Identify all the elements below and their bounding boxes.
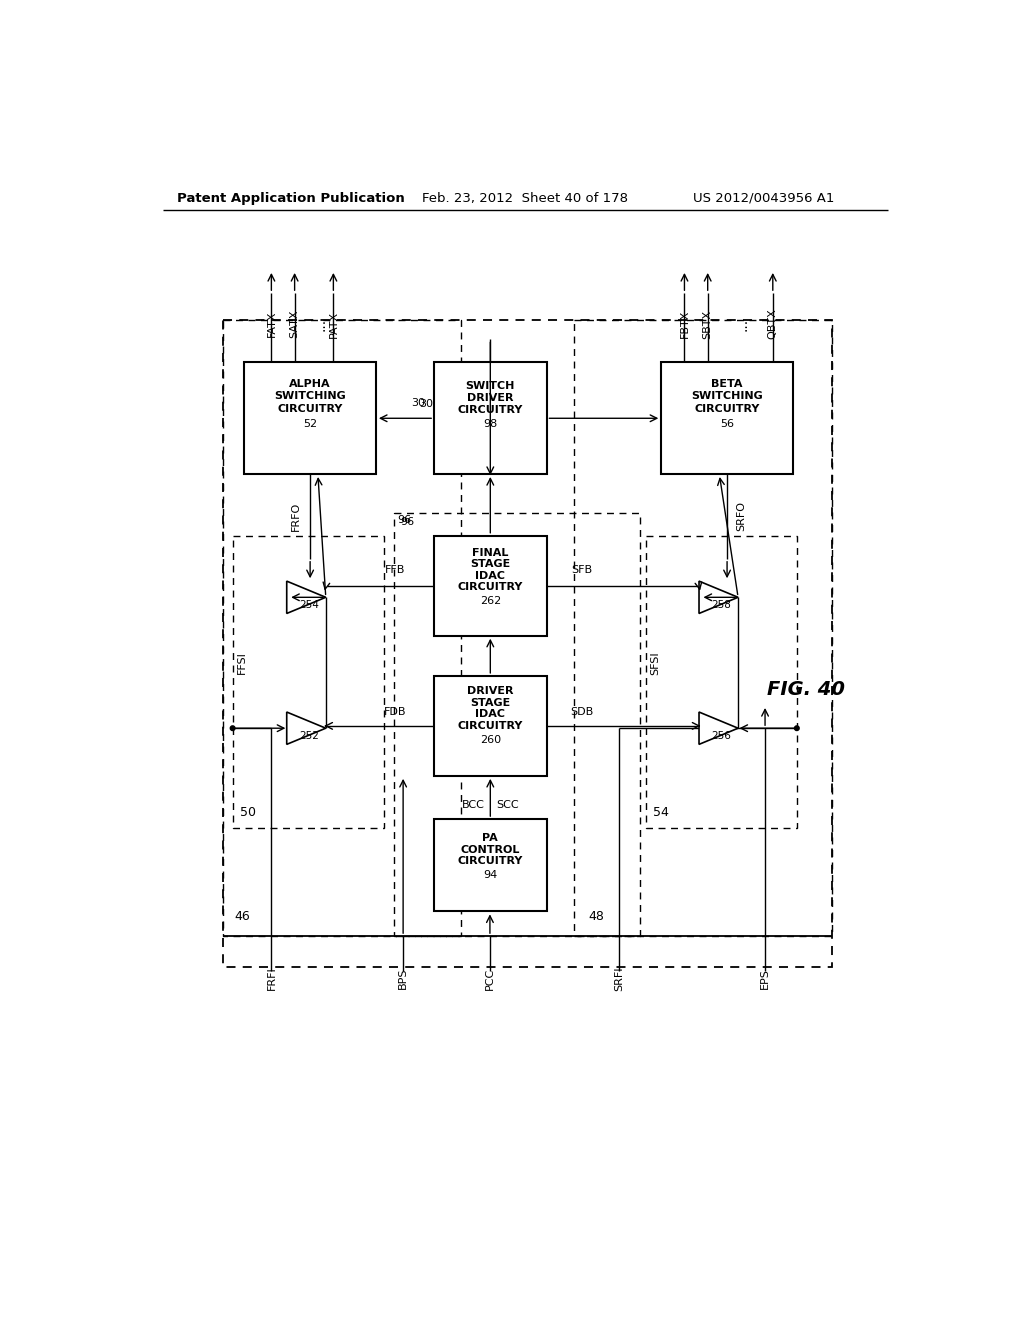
Text: CIRCUITRY: CIRCUITRY: [278, 404, 343, 413]
Text: 54: 54: [653, 807, 670, 820]
Text: EPS: EPS: [760, 968, 770, 989]
Text: PCC: PCC: [485, 968, 495, 990]
Text: CIRCUITRY: CIRCUITRY: [458, 857, 523, 866]
Text: FDB: FDB: [384, 708, 407, 717]
Text: FINAL: FINAL: [472, 548, 509, 557]
Text: FFSI: FFSI: [237, 651, 247, 675]
Text: 50: 50: [241, 807, 256, 820]
Bar: [434, 363, 547, 474]
Text: US 2012/0043956 A1: US 2012/0043956 A1: [693, 191, 835, 205]
Text: 48: 48: [589, 911, 604, 924]
Text: 30: 30: [412, 397, 426, 408]
Text: FFB: FFB: [385, 565, 406, 576]
Text: SATX: SATX: [290, 310, 300, 338]
Text: CONTROL: CONTROL: [461, 845, 520, 855]
Polygon shape: [287, 711, 326, 744]
Text: SWITCH: SWITCH: [466, 380, 515, 391]
Bar: [434, 536, 547, 636]
Text: QBTX: QBTX: [768, 309, 778, 339]
Bar: [394, 512, 640, 936]
Text: BCC: BCC: [462, 800, 484, 810]
Text: 258: 258: [712, 601, 731, 610]
Polygon shape: [287, 581, 326, 614]
Text: 52: 52: [303, 418, 317, 429]
Text: 46: 46: [234, 911, 250, 924]
Text: SWITCHING: SWITCHING: [274, 391, 346, 401]
Text: SFSI: SFSI: [650, 651, 660, 675]
Text: 94: 94: [483, 870, 498, 880]
Text: IDAC: IDAC: [475, 570, 505, 581]
Text: FIG. 40: FIG. 40: [767, 680, 845, 700]
Text: CIRCUITRY: CIRCUITRY: [458, 405, 523, 416]
Text: Feb. 23, 2012  Sheet 40 of 178: Feb. 23, 2012 Sheet 40 of 178: [422, 191, 628, 205]
Text: 260: 260: [480, 735, 501, 744]
Bar: [222, 321, 461, 936]
Bar: [434, 676, 547, 776]
Text: PATX: PATX: [329, 310, 338, 338]
Text: 30: 30: [420, 400, 433, 409]
Text: SDB: SDB: [570, 708, 594, 717]
Text: FATX: FATX: [266, 310, 276, 337]
Text: CIRCUITRY: CIRCUITRY: [458, 721, 523, 731]
Text: BETA: BETA: [712, 379, 742, 389]
Text: FBTX: FBTX: [680, 310, 689, 338]
Bar: [646, 536, 797, 829]
Bar: [222, 321, 831, 968]
Text: STAGE: STAGE: [470, 698, 510, 708]
Bar: [245, 363, 376, 474]
Circle shape: [230, 726, 234, 730]
Text: Patent Application Publication: Patent Application Publication: [177, 191, 404, 205]
Text: 252: 252: [299, 731, 319, 741]
Text: ALPHA: ALPHA: [290, 379, 331, 389]
Text: DRIVER: DRIVER: [467, 393, 514, 403]
Bar: [434, 818, 547, 911]
Bar: [232, 536, 384, 829]
Text: 96: 96: [397, 515, 412, 525]
Text: STAGE: STAGE: [470, 560, 510, 569]
Text: CIRCUITRY: CIRCUITRY: [458, 582, 523, 593]
Polygon shape: [699, 581, 738, 614]
Bar: [574, 321, 831, 936]
Text: 56: 56: [720, 418, 734, 429]
Text: FRFI: FRFI: [266, 966, 276, 990]
Text: BPS: BPS: [398, 968, 409, 989]
Text: SWITCHING: SWITCHING: [691, 391, 763, 401]
Text: PA: PA: [482, 833, 499, 843]
Text: 262: 262: [479, 597, 501, 606]
Text: FRFO: FRFO: [291, 502, 301, 531]
Text: ...: ...: [313, 317, 328, 330]
Text: SFB: SFB: [571, 565, 593, 576]
Text: ...: ...: [735, 317, 750, 330]
Text: 254: 254: [299, 601, 319, 610]
Text: 98: 98: [483, 418, 498, 429]
Text: SCC: SCC: [496, 800, 519, 810]
Circle shape: [795, 726, 799, 730]
Text: SRFO: SRFO: [736, 502, 746, 532]
Text: 96: 96: [400, 517, 414, 527]
Text: CIRCUITRY: CIRCUITRY: [694, 404, 760, 413]
Polygon shape: [699, 711, 738, 744]
Text: 256: 256: [712, 731, 731, 741]
Text: SBTX: SBTX: [702, 309, 713, 338]
Text: DRIVER: DRIVER: [467, 686, 514, 696]
Bar: [662, 363, 793, 474]
Text: IDAC: IDAC: [475, 709, 505, 719]
Text: SRFI: SRFI: [614, 966, 625, 991]
